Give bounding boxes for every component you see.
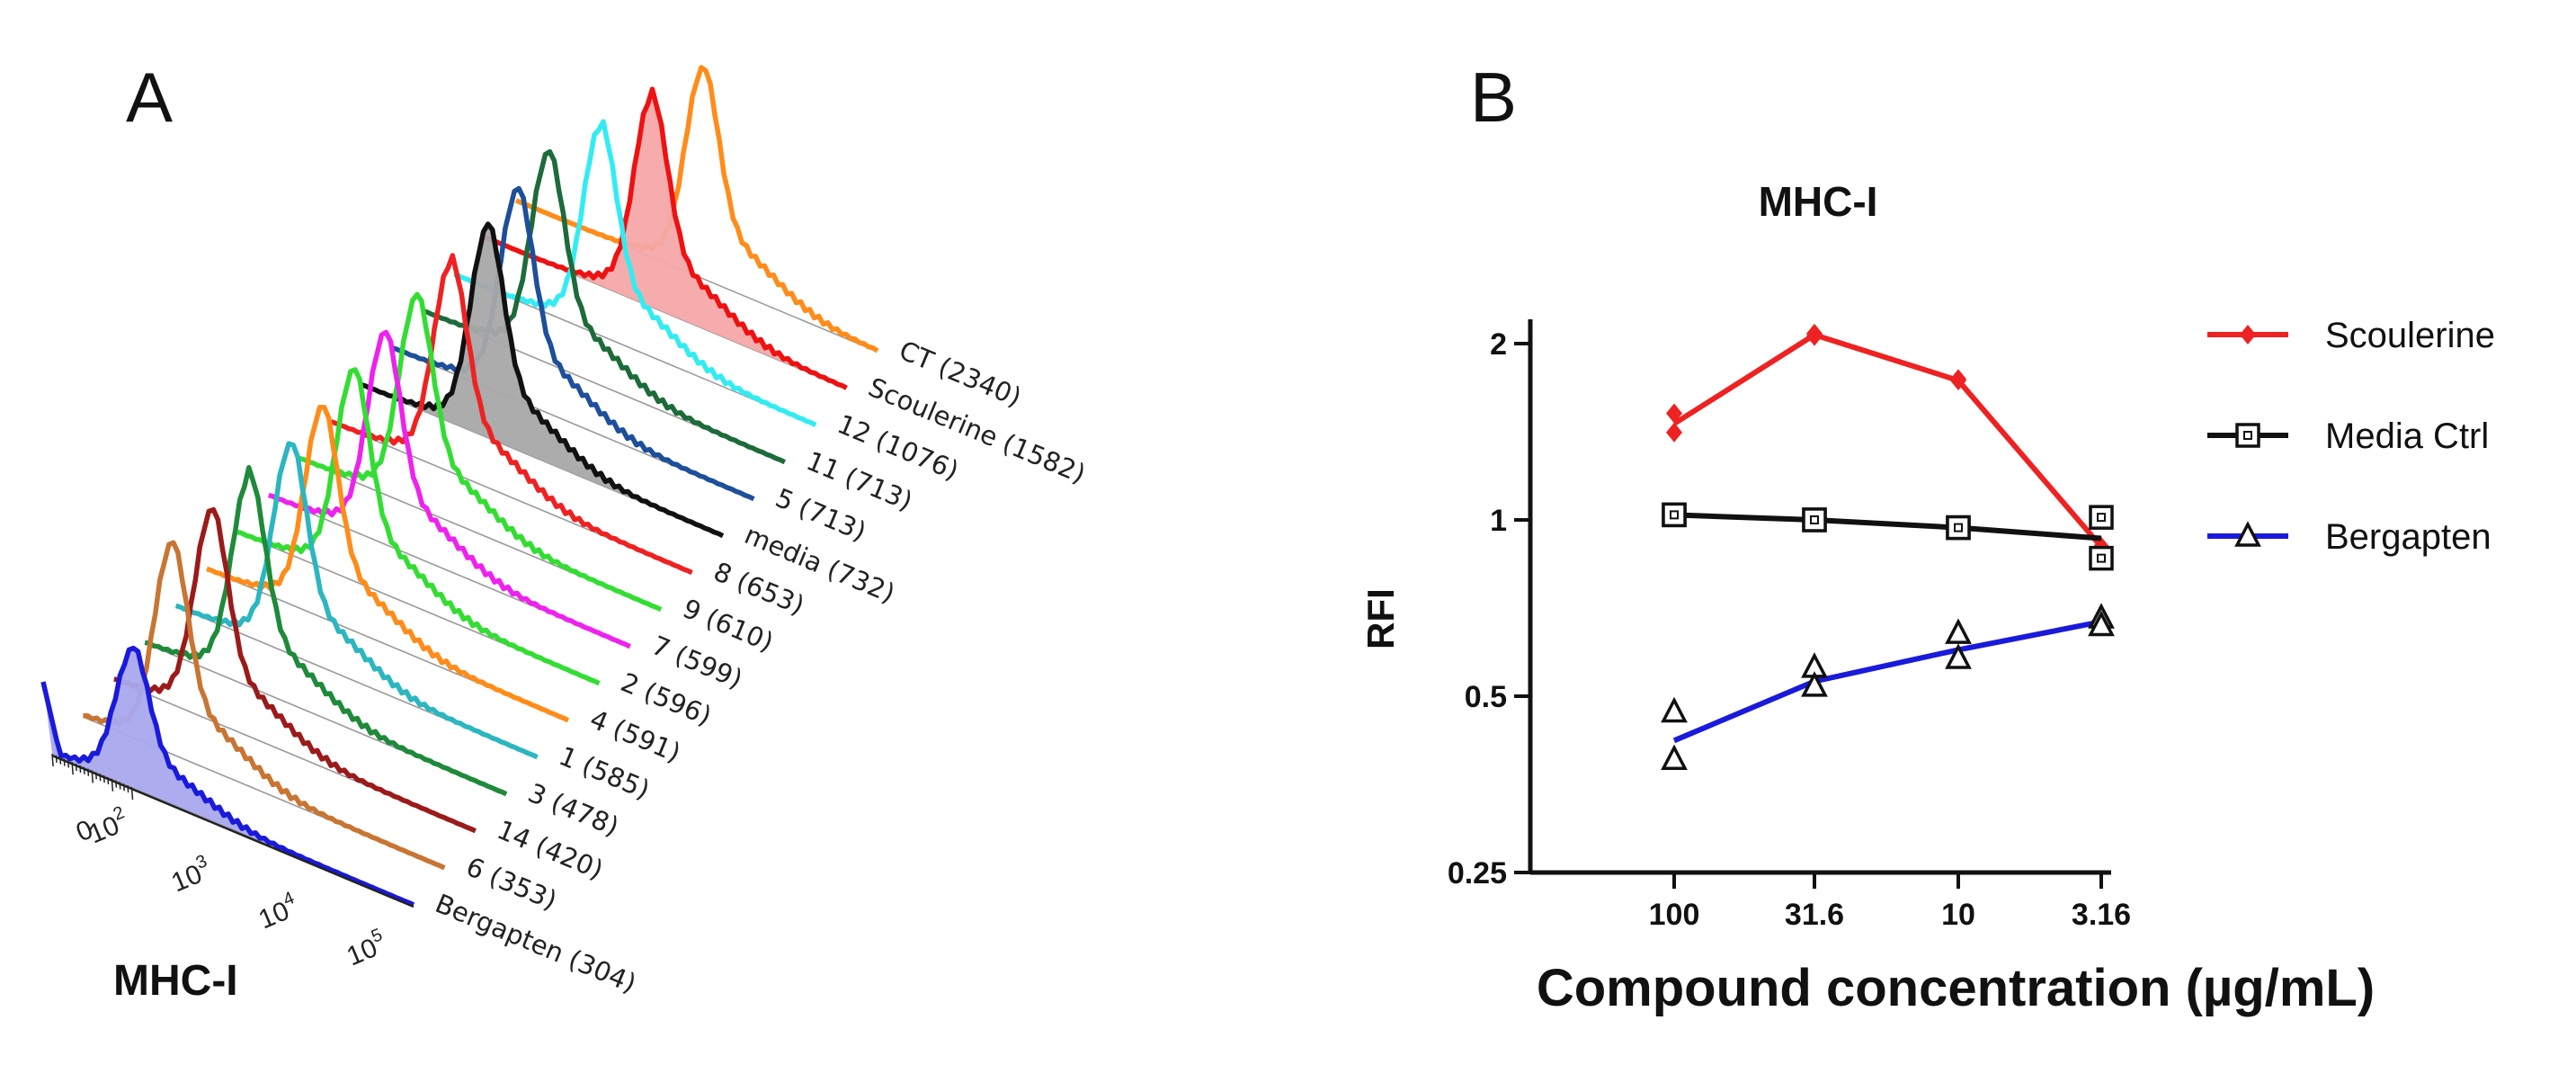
data-point-media-ctrl (2089, 505, 2114, 530)
data-point-media-ctrl-inner (2097, 553, 2106, 563)
data-point-media-ctrl-inner (1810, 515, 1819, 524)
legend-item-media-ctrl: Media Ctrl (2207, 416, 2489, 456)
data-point-bergapten (1661, 696, 1688, 723)
data-point-scoulerine (1666, 422, 1682, 443)
minor-tick (111, 778, 114, 792)
histogram-x-tick: 103 (165, 851, 216, 898)
histogram-scoulerine (484, 86, 848, 390)
legend-item-bergapten: Bergapten (2207, 517, 2491, 557)
histogram-bergapten (40, 645, 415, 908)
data-point-bergapten (1801, 671, 1828, 697)
y-tick-label: 1 (1490, 504, 1507, 538)
legend-marker-media-ctrl (2235, 423, 2260, 448)
data-point-media-ctrl (2089, 545, 2114, 571)
data-point-bergapten (1945, 618, 1972, 644)
legend-marker-media-ctrl-inner (2243, 431, 2252, 440)
minor-tick (83, 766, 85, 774)
rfi-series (1661, 323, 2115, 770)
data-point-scoulerine (1806, 326, 1823, 346)
histogram-x-tick: 104 (253, 888, 303, 935)
histogram-4 (206, 404, 570, 723)
data-point-scoulerine (1950, 370, 1966, 390)
minor-tick (107, 776, 110, 784)
histogram-14 (113, 506, 477, 834)
histogram-9 (299, 291, 663, 613)
data-point-bergapten (2088, 610, 2115, 637)
data-point-scoulerine (1666, 403, 1682, 424)
histogram-x-tick: 105 (341, 925, 391, 971)
data-point-media-ctrl (1662, 502, 1687, 528)
minor-tick (94, 772, 98, 780)
histogram-ct (514, 65, 879, 354)
histogram-fill-bergapten (43, 648, 414, 905)
rfi-axes: 0.25 0.5 1 2 100 31.6 10 3.16 (1448, 319, 2131, 932)
data-point-media-ctrl (1802, 507, 1827, 533)
y-tick-label: 0.25 (1448, 856, 1507, 891)
legend-marker-scoulerine (2240, 325, 2256, 345)
histogram-7 (268, 329, 632, 649)
minor-tick (122, 783, 125, 792)
histogram-12 (453, 119, 817, 428)
legend-label-scoulerine: Scoulerine (2325, 316, 2495, 355)
panel-b-letter: B (1470, 58, 1517, 137)
y-tick-label: 2 (1490, 327, 1507, 362)
legend-item-scoulerine: Scoulerine (2207, 316, 2495, 355)
legend-label-bergapten: Bergapten (2325, 517, 2491, 557)
minor-tick (87, 768, 90, 776)
minor-tick (55, 755, 58, 763)
minor-tick (63, 758, 66, 766)
minor-tick (75, 764, 77, 772)
panel-a-letter: A (126, 58, 173, 137)
x-axis-label: Compound concentration (µg/mL) (1537, 959, 2375, 1017)
histogram-overlay (40, 65, 879, 908)
minor-tick (91, 770, 94, 783)
data-point-media-ctrl-inner (1670, 510, 1679, 520)
histogram-2 (236, 367, 601, 686)
histogram-3 (144, 465, 508, 797)
minor-tick (59, 756, 62, 765)
chart-title: MHC-I (1759, 178, 1878, 225)
data-point-bergapten (1661, 744, 1688, 770)
series-bergapten (1661, 603, 2115, 770)
data-point-bergapten (1945, 643, 1972, 669)
minor-tick (51, 753, 54, 767)
minor-tick (79, 765, 82, 773)
series-line-scoulerine (1672, 332, 2104, 549)
histogram-minor-ticks (51, 753, 134, 801)
x-tick-label: 100 (1649, 898, 1700, 932)
histogram-8 (329, 253, 693, 576)
minor-tick (103, 774, 105, 783)
histogram-x-label: MHC-I (113, 957, 238, 1005)
legend: Scoulerine Media Ctrl Bergapten (2207, 316, 2495, 557)
series-media-ctrl (1662, 502, 2114, 571)
data-point-media-ctrl (1946, 515, 1971, 541)
minor-tick (67, 760, 70, 768)
minor-tick (130, 786, 134, 801)
data-point-media-ctrl-inner (2097, 513, 2106, 523)
minor-tick (71, 762, 74, 775)
histogram-5 (391, 185, 755, 502)
series-line-media-ctrl (1673, 512, 2102, 541)
minor-tick (127, 785, 129, 793)
legend-label-media-ctrl: Media Ctrl (2325, 416, 2489, 456)
minor-tick (99, 774, 102, 782)
data-point-media-ctrl-inner (1954, 523, 1963, 533)
minor-tick (115, 780, 118, 788)
legend-marker-bergapten (2234, 521, 2261, 547)
x-tick-label: 3.16 (2072, 898, 2131, 932)
y-tick-label: 0.5 (1465, 680, 1507, 714)
series-line-bergapten (1672, 619, 2102, 744)
x-tick-label: 10 (1941, 898, 1975, 932)
histogram-fill-scoulerine (485, 89, 847, 389)
y-axis-label: RFI (1359, 588, 1402, 649)
x-tick-label: 31.6 (1785, 898, 1844, 932)
